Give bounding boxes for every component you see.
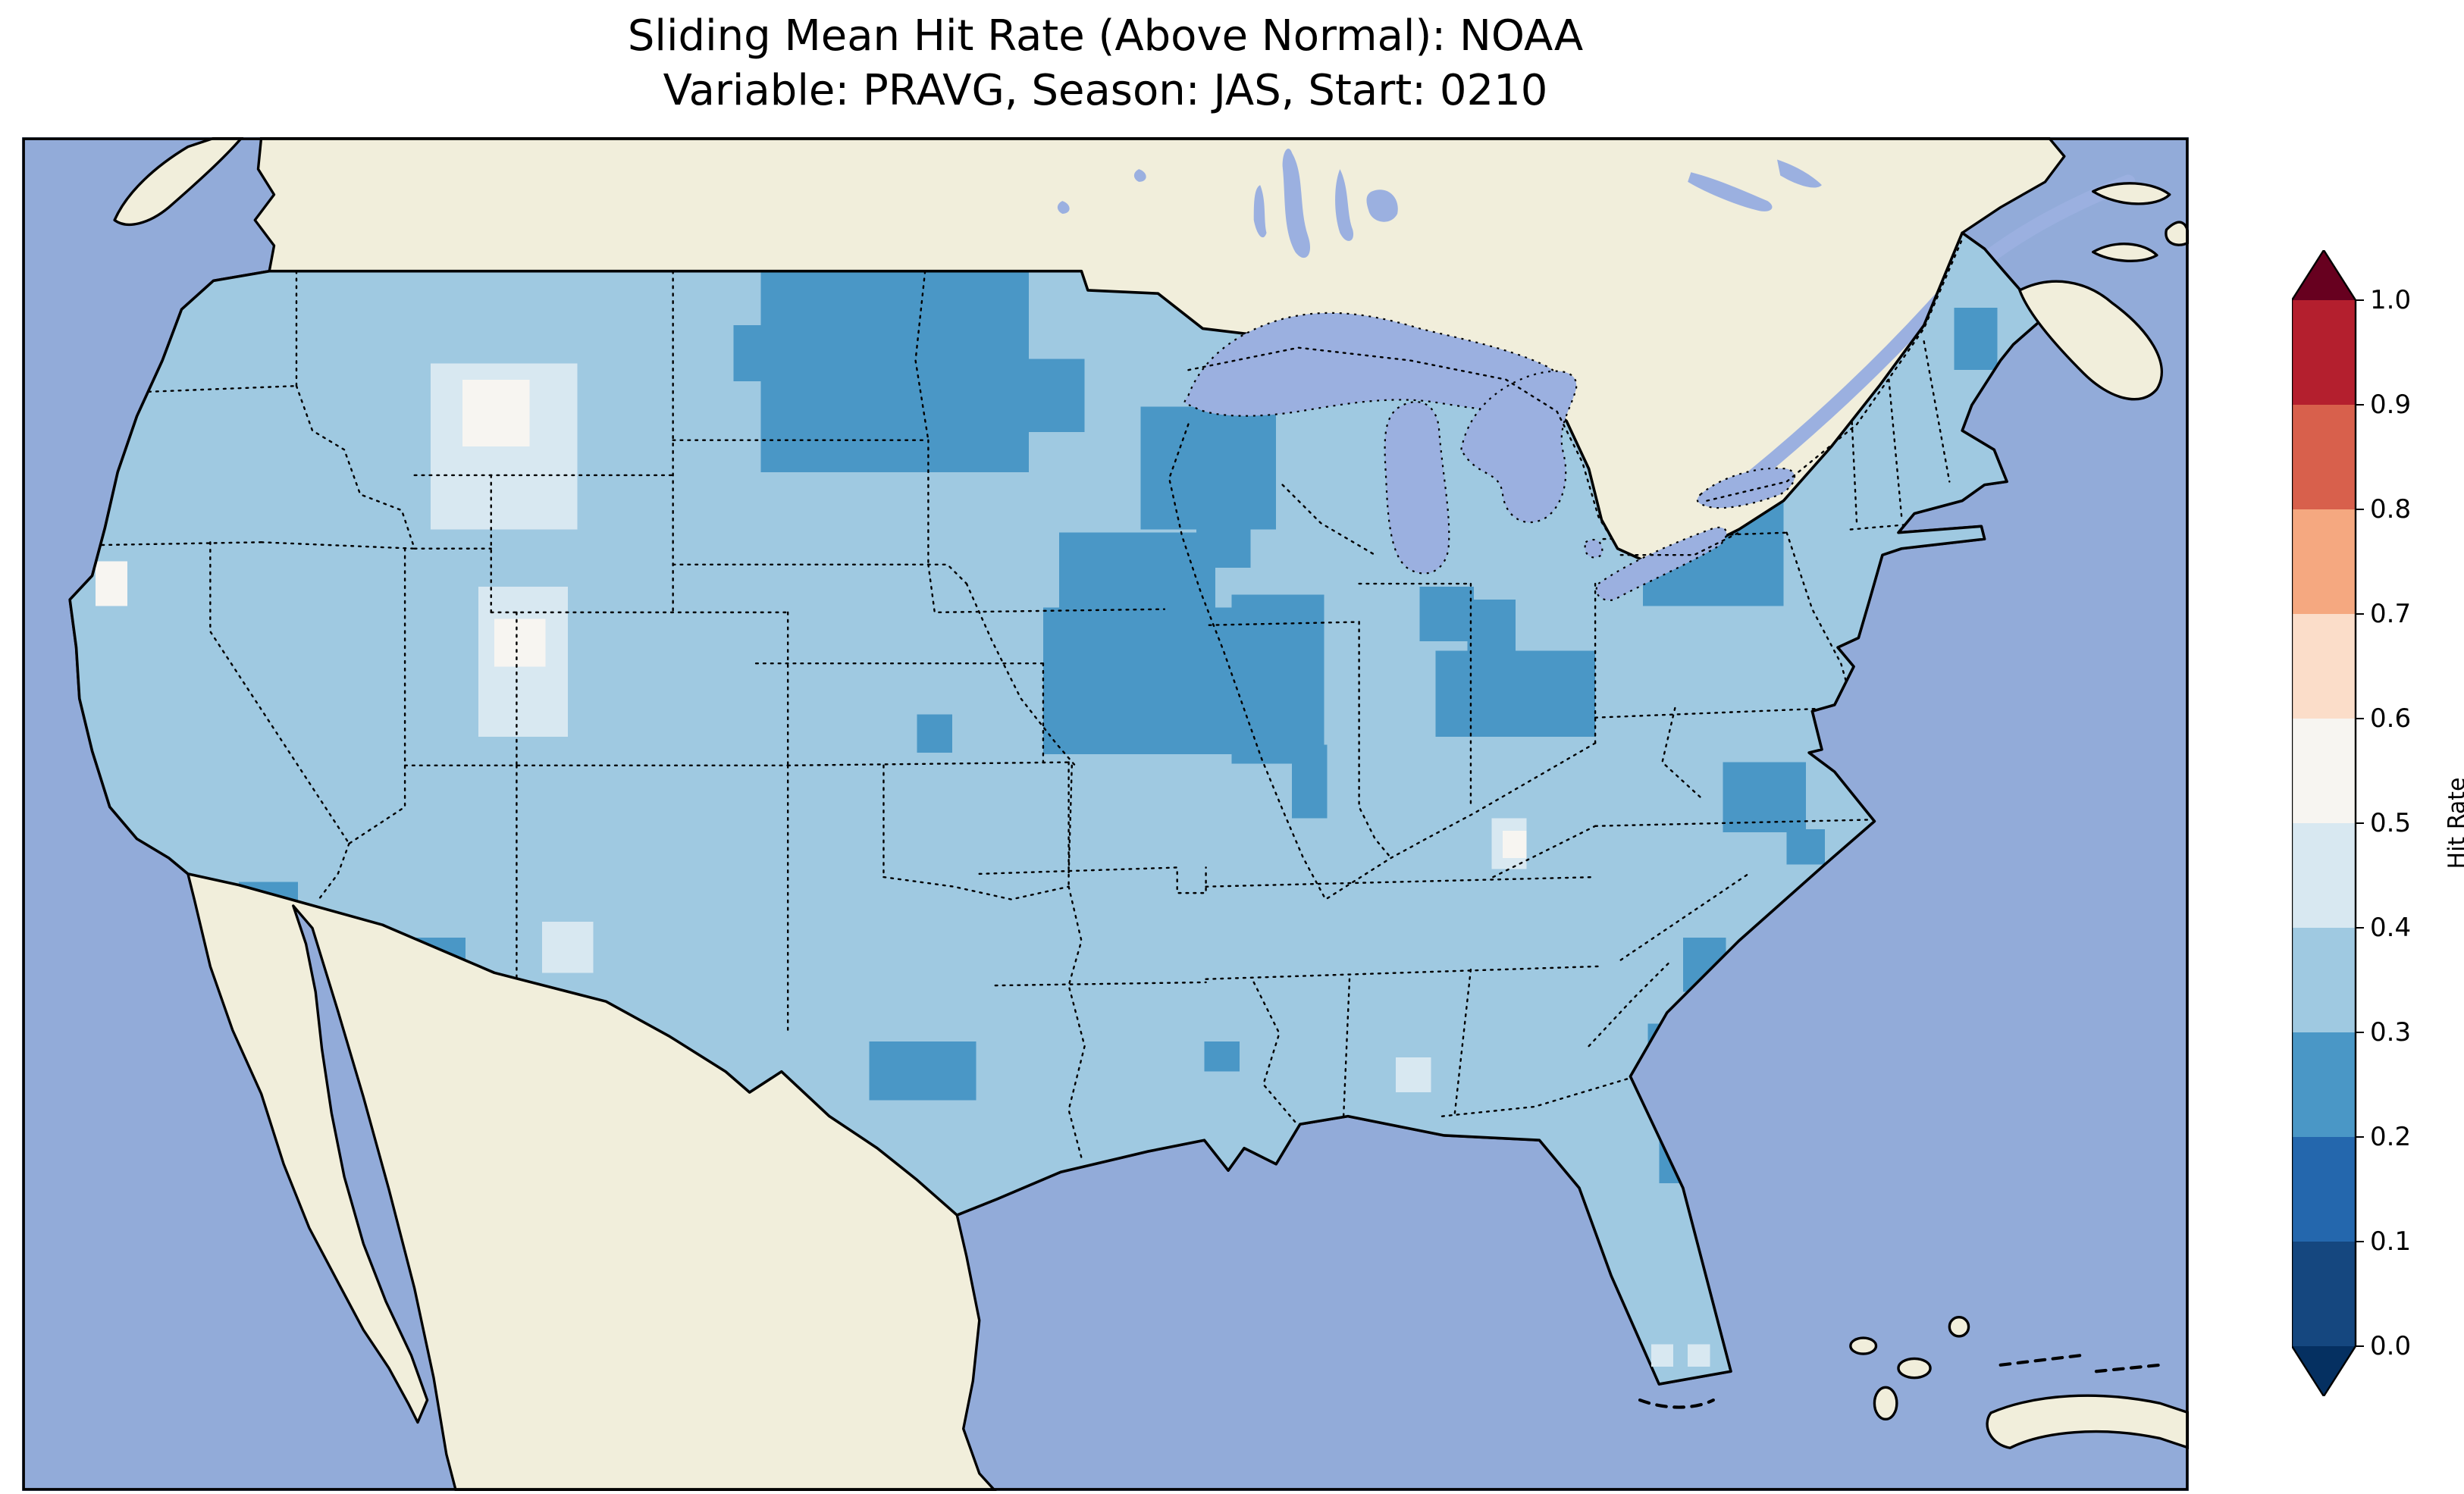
colorbar-bin-0-0.1: [2292, 1242, 2356, 1346]
hit-rate-patch-iowa-illinois-missouri: [1292, 744, 1328, 819]
colorbar-tick-label: 0.1: [2370, 1226, 2411, 1257]
andros-island: [1873, 1386, 1898, 1421]
lake-erie: [1595, 526, 1728, 601]
lake-michigan: [1384, 401, 1450, 575]
hit-rate-patch-new-mexico-west: [542, 921, 594, 973]
state-borders: [78, 270, 1964, 1159]
colorbar-bin-0.2-0.3: [2292, 1032, 2356, 1137]
lake-huron: [1460, 370, 1578, 524]
colorbar-tick-label: 0.2: [2370, 1122, 2411, 1152]
us-hit-rate-map: [22, 137, 2189, 1491]
hit-rate-patch-tennessee-core: [1503, 831, 1527, 858]
colorbar-tick-label: 0.7: [2370, 599, 2411, 629]
hit-rate-patch-bahamas-cells: [1688, 1344, 1710, 1367]
colorbar-tick-label: 0.8: [2370, 494, 2411, 525]
figure-title-line1: Sliding Mean Hit Rate (Above Normal): NO…: [627, 11, 1584, 61]
colorbar-bin-0.7-0.8: [2292, 509, 2356, 614]
hit-rate-patch-louisiana: [1204, 1041, 1240, 1072]
colorbar-extend-under-arrow: [2292, 1346, 2356, 1396]
colorbar-tick-label: 0.9: [2370, 390, 2411, 420]
hit-rate-patch-maine: [1954, 308, 1998, 371]
colorbar-ticks: 1.0 0.9 0.8 0.7 0.6 0.5 0.4 0.3 0.2 0.1 0.0: [2356, 285, 2411, 1361]
hit-rate-patch-outer-banks: [1786, 828, 1826, 865]
colorbar-tick-label: 0.6: [2370, 703, 2411, 734]
map-axes: [22, 137, 2189, 1491]
colorbar-axis-label: Hit Rate: [2444, 778, 2464, 869]
hit-rate-patch-great-basin-core: [494, 619, 546, 667]
colorbar-extend-over-arrow: [2292, 250, 2356, 300]
hit-rate-patch-indiana-ohio: [1467, 600, 1516, 654]
hit-rate-patch-iowa-illinois-missouri: [1231, 594, 1324, 764]
colorbar: 1.0 0.9 0.8 0.7 0.6 0.5 0.4 0.3 0.2 0.1 0.0 Hit Ra…: [2292, 250, 2464, 1396]
colorbar-tick-label: 0.4: [2370, 913, 2411, 943]
colorbar-segments: [2292, 300, 2356, 1346]
colorbar-bin-0.5-0.6: [2292, 719, 2356, 823]
offshore-land: [113, 137, 2189, 1449]
colorbar-tick-label: 0.3: [2370, 1017, 2411, 1048]
figure-title: Sliding Mean Hit Rate (Above Normal): NO…: [22, 9, 2189, 117]
offshore-hit-rate-patches: [1651, 1344, 1710, 1367]
anticosti-island: [2092, 182, 2171, 205]
colorbar-bin-0.8-0.9: [2292, 405, 2356, 509]
canadian-lakes: [1057, 149, 1822, 258]
hit-rate-patch-montana-idaho-core: [462, 379, 530, 447]
axes-frame: [22, 137, 2189, 1491]
hit-rate-patch-north-dakota-minnesota: [1028, 359, 1085, 433]
bahamas-island: [1849, 1336, 1878, 1355]
colorbar-bin-0.4-0.5: [2292, 823, 2356, 928]
hit-rate-patch-california-coast: [95, 561, 127, 606]
colorbar-bin-0.3-0.4: [2292, 928, 2356, 1032]
newfoundland-corner: [2165, 221, 2189, 246]
bahama-cays: [1998, 1354, 2082, 1367]
hit-rate-patch-nebraska: [917, 714, 952, 753]
hit-rate-patch-wisconsin: [1140, 406, 1277, 530]
prince-edward-island: [2092, 243, 2158, 262]
colorbar-bin-0.9-1: [2292, 300, 2356, 405]
bahamas-island: [1897, 1357, 1932, 1380]
colorbar-bin-0.1-0.2: [2292, 1137, 2356, 1242]
hit-rate-patch-indiana-ohio: [1419, 587, 1475, 641]
florida-keys: [1638, 1398, 1715, 1409]
nova-scotia: [2018, 280, 2163, 401]
hit-rate-patch-texas-central: [869, 1041, 977, 1101]
figure-title-line2: Variable: PRAVG, Season: JAS, Start: 021…: [663, 65, 1548, 115]
colorbar-svg: 1.0 0.9 0.8 0.7 0.6 0.5 0.4 0.3 0.2 0.1 0.0 Hit Ra…: [2292, 250, 2464, 1396]
hit-rate-patch-indiana-ohio: [1435, 650, 1596, 737]
lake-st-clair: [1584, 538, 1603, 559]
colorbar-tick-label: 0.0: [2370, 1331, 2411, 1361]
great-lakes: [1183, 312, 1796, 601]
hit-rate-patch-virginia-north-carolina: [1723, 762, 1806, 833]
hit-rate-patch-north-dakota-minnesota: [760, 271, 1029, 472]
colorbar-tick-label: 1.0: [2370, 285, 2411, 315]
island-chain-dashes: [1638, 1354, 2162, 1409]
colorbar-bin-0.6-0.7: [2292, 614, 2356, 719]
cuba: [1986, 1394, 2189, 1449]
canada-border-through-lakes: [1187, 238, 1964, 556]
vancouver-island: [113, 137, 244, 226]
colorbar-tick-label: 0.5: [2370, 808, 2411, 838]
cuba-cays: [2094, 1363, 2162, 1373]
bahamas-island: [1948, 1316, 1970, 1338]
hit-rate-patch-north-dakota-minnesota: [733, 325, 761, 381]
hit-rate-patch-bahamas-cells: [1651, 1344, 1674, 1367]
hit-rate-patch-mississippi: [1396, 1057, 1431, 1093]
